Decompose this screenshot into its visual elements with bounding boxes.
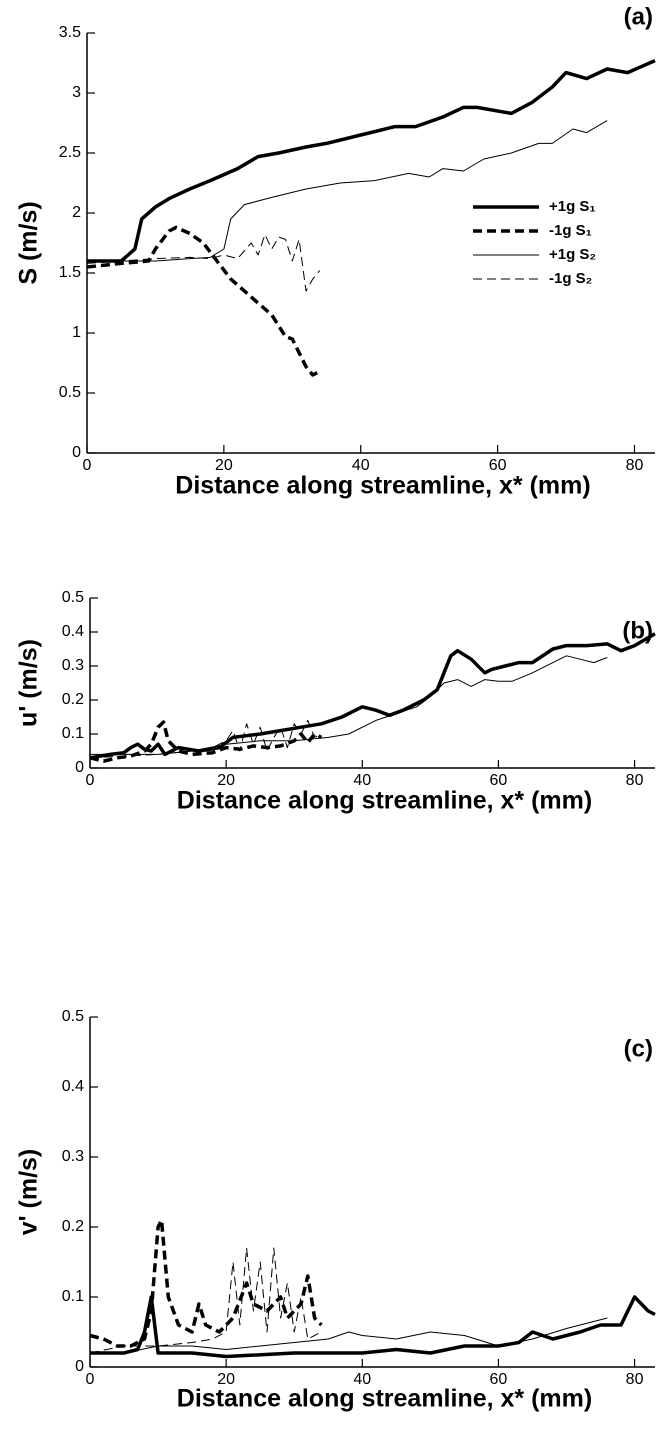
x-tick-label: 0 (86, 772, 95, 789)
y-tick-label: 0 (75, 1358, 84, 1375)
y-axis-title: v' (m/s) (15, 1149, 43, 1236)
x-tick-label: 60 (490, 1371, 508, 1388)
x-tick-label: 20 (215, 457, 233, 474)
y-tick-label: 0.4 (62, 623, 84, 640)
y-tick-label: 1 (72, 324, 81, 341)
x-tick-label: 60 (490, 772, 508, 789)
y-tick-label: 2 (72, 204, 81, 221)
y-axis-title: S (m/s) (15, 201, 43, 284)
y-axis-title: u' (m/s) (15, 639, 43, 727)
data-line (87, 120, 608, 262)
data-line (89, 632, 656, 760)
x-tick-label: 40 (353, 1371, 371, 1388)
y-tick-label: 0.1 (62, 1288, 84, 1305)
y-tick-label: 0.3 (62, 1148, 84, 1165)
x-tick-label: 40 (353, 772, 371, 789)
y-tick-label: 0.1 (62, 725, 84, 742)
y-tick-label: 0.5 (59, 384, 81, 401)
legend-label: +1g S₂ (549, 246, 596, 263)
x-tick-label: 0 (83, 457, 92, 474)
data-line (89, 1218, 323, 1348)
data-line (89, 719, 322, 759)
y-tick-label: 2.5 (59, 144, 81, 161)
data-line (87, 58, 656, 263)
y-tick-label: 1.5 (59, 264, 81, 281)
x-tick-label: 80 (626, 457, 644, 474)
y-tick-label: 3 (72, 84, 81, 101)
x-tick-label: 20 (217, 1371, 235, 1388)
panel-tag: (a) (624, 3, 653, 30)
x-tick-label: 20 (217, 772, 235, 789)
x-axis-title: Distance along streamline, x* (mm) (177, 1385, 592, 1413)
legend-label: -1g S₂ (549, 270, 592, 287)
y-tick-label: 0.2 (62, 1218, 84, 1235)
data-line (90, 1317, 608, 1354)
x-tick-label: 40 (352, 457, 370, 474)
y-tick-label: 0.3 (62, 657, 84, 674)
y-tick-label: 0.5 (62, 589, 84, 606)
panel-tag: (c) (624, 1035, 653, 1062)
x-axis-title: Distance along streamline, x* (mm) (177, 787, 592, 815)
data-line (86, 234, 321, 292)
y-tick-label: 0 (72, 444, 81, 461)
legend-label: -1g S₁ (549, 222, 592, 239)
data-line (89, 1247, 322, 1354)
x-tick-label: 80 (626, 772, 644, 789)
x-tick-label: 60 (489, 457, 507, 474)
panel-tag: (b) (622, 617, 653, 644)
data-line (90, 655, 608, 755)
y-tick-label: 0.2 (62, 691, 84, 708)
y-tick-label: 0.5 (62, 1008, 84, 1025)
x-tick-label: 0 (86, 1371, 95, 1388)
y-tick-label: 3.5 (59, 24, 81, 41)
x-tick-label: 80 (626, 1371, 644, 1388)
data-line (90, 1295, 656, 1359)
data-line (89, 720, 323, 763)
x-axis-title: Distance along streamline, x* (mm) (175, 472, 590, 500)
legend-label: +1g S₁ (549, 198, 596, 215)
data-line (86, 225, 321, 377)
y-tick-label: 0.4 (62, 1078, 84, 1095)
y-tick-label: 0 (75, 759, 84, 776)
